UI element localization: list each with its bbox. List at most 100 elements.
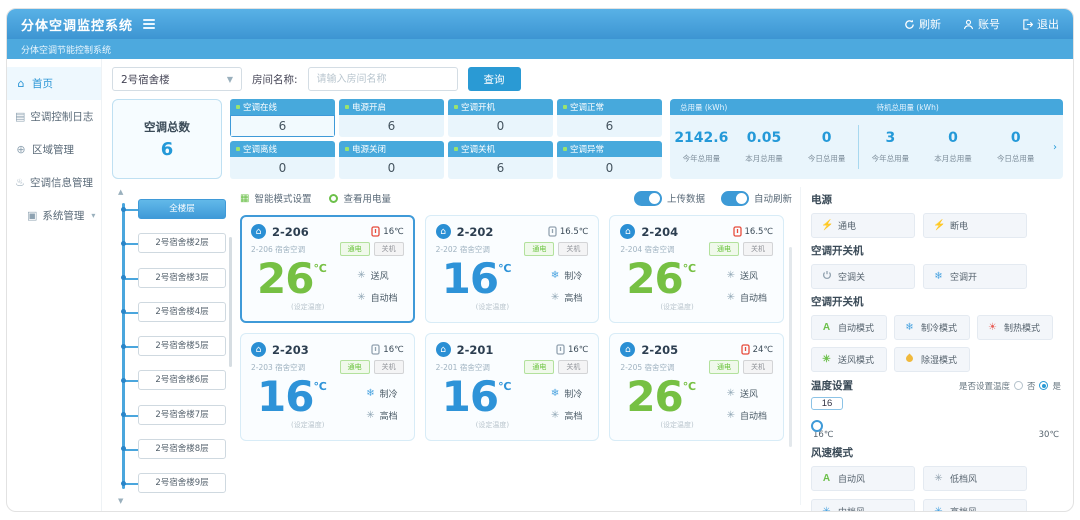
mode-label: 制冷: [564, 389, 583, 400]
ac-card-2-204[interactable]: ⌂ 2-204 16.5℃ 2-204 宿舍空调 通电: [609, 215, 784, 323]
cool-mode-button[interactable]: ❄ 制冷模式: [894, 315, 970, 340]
smart-mode-button[interactable]: ▦ 智能模式设置: [240, 191, 311, 206]
radio-yes-label: 是: [1052, 381, 1061, 392]
fan-icon: ✳: [726, 409, 735, 421]
power-section-title: 电源: [811, 194, 832, 206]
floor-node-9[interactable]: 2号宿舍楼9层: [138, 473, 226, 493]
sidebar-item-system-management[interactable]: ▣ 系统管理 ▾: [7, 199, 101, 232]
floor-node-3[interactable]: 2号宿舍楼3层: [138, 267, 226, 288]
mode-icon: ✳: [357, 269, 366, 281]
floor-node-5[interactable]: 2号宿舍楼5层: [138, 336, 226, 356]
auto-refresh-toggle[interactable]: [720, 190, 749, 206]
fan-label: 自动档: [739, 293, 767, 304]
fan-label: 自动档: [739, 411, 767, 422]
fan-icon: ✳: [822, 354, 831, 365]
fan-icon: ✳: [934, 506, 943, 512]
ac-info-icon: ♨: [15, 176, 25, 189]
thermometer-icon: [371, 344, 380, 355]
search-button[interactable]: 查询: [467, 67, 521, 91]
view-power-button[interactable]: 查看用电量: [329, 191, 391, 205]
room-temp: 16℃: [371, 226, 404, 237]
power-off-button[interactable]: ⚡ 断电: [923, 213, 1027, 238]
sub-title: 分体空调节能控制系统: [21, 45, 112, 56]
floor-node-8[interactable]: 2号宿舍楼8层: [138, 438, 226, 459]
fan-low-button[interactable]: ✳ 低档风: [923, 466, 1027, 491]
radio-yes[interactable]: [1039, 381, 1049, 390]
grid-icon: ▦: [240, 192, 250, 204]
fan-mode-button[interactable]: ✳ 送风模式: [811, 347, 887, 372]
refresh-button[interactable]: 刷新: [904, 16, 941, 32]
power-icon: [821, 270, 832, 283]
mode-icon: ❄: [550, 387, 560, 399]
sun-icon: ☀: [988, 322, 997, 333]
ac-card-2-202[interactable]: ⌂ 2-202 16.5℃ 2-202 宿舍空调 通电: [424, 215, 600, 323]
dry-mode-button[interactable]: 除湿模式: [894, 347, 970, 372]
floor-node-7[interactable]: 2号宿舍楼7层: [138, 404, 226, 425]
scroll-down-icon[interactable]: ▼: [118, 497, 124, 505]
floor-node-2[interactable]: 2号宿舍楼2层: [138, 233, 226, 254]
cards-scrollbar[interactable]: [789, 247, 792, 447]
account-label: 账号: [978, 18, 1000, 31]
floor-node-4[interactable]: 2号宿舍楼4层: [138, 301, 226, 322]
mode-label: 制冷: [564, 271, 583, 282]
logout-button[interactable]: 退出: [1022, 16, 1059, 32]
scroll-up-icon[interactable]: ▲: [118, 188, 124, 196]
ac-card-2-205[interactable]: ⌂ 2-205 24℃ 2-205 宿舍空调 通电: [609, 333, 784, 441]
filter-bar: 2号宿舍楼 ▼ 房间名称: 查询: [112, 67, 1063, 91]
mode-label: 送风: [370, 271, 389, 282]
hamburger-menu-icon[interactable]: [143, 19, 156, 29]
building-select-value: 2号宿舍楼: [121, 73, 170, 86]
set-temperature: 26: [257, 254, 314, 304]
ac-off-button[interactable]: 空调关: [811, 264, 915, 289]
floor-node-6[interactable]: 2号宿舍楼6层: [138, 370, 226, 391]
mode-icon: ✳: [726, 269, 735, 281]
ac-card-2-203[interactable]: ⌂ 2-203 16℃ 2-203 宿舍空调 通电: [240, 333, 415, 441]
upload-data-toggle[interactable]: [633, 190, 662, 206]
room-name-input[interactable]: [307, 67, 458, 91]
sidebar-item-home[interactable]: ⌂ 首页: [7, 67, 101, 100]
energy-group2-header: 待机总用量 (kWh): [876, 102, 939, 112]
set-temp-caption: (设定温度): [291, 420, 325, 429]
ac-card-grid: ⌂ 2-206 16℃ 2-206 宿舍空调 通电: [240, 215, 784, 441]
auto-mode-button[interactable]: A 自动模式: [811, 315, 887, 340]
power-status-badge: 通电: [709, 360, 739, 374]
fan-speed-section-title: 风速模式: [811, 447, 853, 459]
set-temp-caption: (设定温度): [660, 420, 694, 429]
header: 分体空调监控系统 刷新 账号 退出: [7, 9, 1073, 39]
status-grid: 空调在线 6 电源开启 6 空调开机 0 空调正常 6 空调离线 0 电源关闭 0 空调关机…: [230, 99, 662, 179]
log-icon: ▤: [15, 110, 26, 123]
energy-next-arrow[interactable]: ›: [1053, 141, 1058, 153]
ac-card-name: 2-203 宿舍空调: [251, 362, 306, 372]
fan-high-button[interactable]: ✳ 高档风: [923, 499, 1027, 512]
ac-on-button[interactable]: ❄ 空调开: [923, 264, 1027, 289]
sidebar-item-region-management[interactable]: ⊕ 区域管理: [7, 133, 101, 166]
radio-no[interactable]: [1013, 381, 1023, 390]
sidebar-item-ac-info-management[interactable]: ♨ 空调信息管理: [7, 166, 101, 199]
temperature-input[interactable]: [811, 397, 843, 410]
ac-card-id: 2-203: [272, 342, 309, 357]
chevron-down-icon: ▾: [91, 211, 96, 220]
fan-label: 高档: [564, 411, 583, 422]
fan-auto-button[interactable]: A 自动风: [811, 466, 915, 491]
set-temperature: 16: [257, 372, 314, 422]
snowflake-icon: ❄: [905, 322, 914, 333]
ac-card-2-201[interactable]: ⌂ 2-201 16℃ 2-201 宿舍空调 通电: [424, 333, 600, 441]
mode-icon: ❄: [366, 387, 375, 399]
account-button[interactable]: 账号: [963, 16, 1000, 32]
ac-switch-section-title: 空调开关机: [811, 245, 864, 257]
fan-label: 高档: [564, 293, 583, 304]
ac-card-2-206[interactable]: ⌂ 2-206 16℃ 2-206 宿舍空调 通电: [240, 215, 415, 323]
sidebar-item-label: 空调信息管理: [30, 177, 93, 189]
tree-scrollbar[interactable]: [229, 237, 232, 367]
fan-icon: ✳: [822, 506, 831, 512]
slider-handle[interactable]: [811, 420, 823, 432]
chevron-down-icon: ▼: [226, 74, 233, 84]
building-select[interactable]: 2号宿舍楼 ▼: [112, 67, 242, 91]
power-on-button[interactable]: ⚡ 通电: [811, 213, 915, 238]
energy-stat: 0 今日总用量: [807, 130, 846, 163]
droplet-icon: [904, 353, 915, 365]
fan-mid-button[interactable]: ✳ 中档风: [811, 499, 915, 512]
sidebar-item-ac-control-log[interactable]: ▤ 空调控制日志: [7, 100, 101, 133]
floor-node-all[interactable]: 全楼层: [138, 199, 226, 219]
heat-mode-button[interactable]: ☀ 制热模式: [977, 315, 1053, 340]
